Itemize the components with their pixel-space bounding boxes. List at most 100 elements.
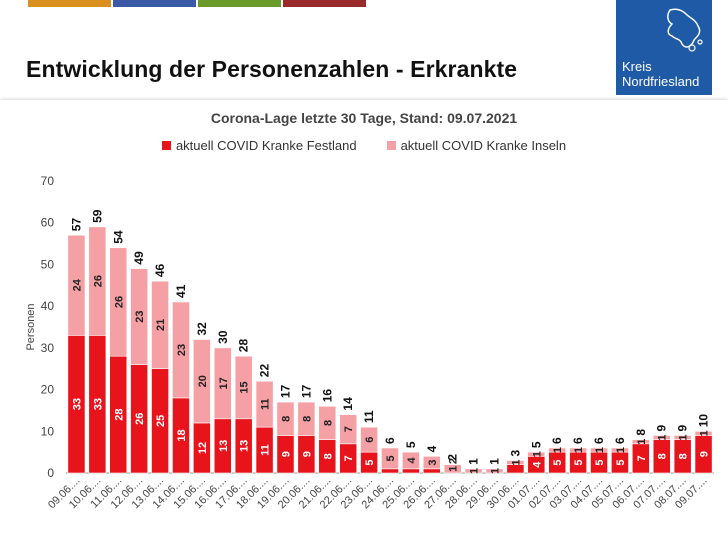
bar-segment-festland (381, 468, 399, 474)
color-bar-segment (198, 0, 281, 7)
bar-segment-inseln (548, 447, 567, 453)
bar-segment-inseln (130, 268, 149, 365)
legend-swatch-inseln (386, 141, 396, 150)
bar-segment-inseln (569, 447, 587, 453)
data-label-total: 49 (132, 251, 146, 265)
data-label-inseln: 23 (134, 310, 146, 322)
data-label-total: 28 (237, 339, 251, 353)
data-label-total: 6 (550, 437, 564, 444)
bar-segment-inseln (213, 347, 232, 420)
data-label-festland: 28 (113, 408, 125, 420)
data-label-festland: 25 (155, 415, 167, 427)
data-label-inseln: 17 (218, 377, 230, 389)
data-label-inseln: 24 (71, 278, 83, 291)
data-label-total: 1 (488, 458, 502, 465)
data-label-inseln: 11 (260, 398, 272, 410)
bar-segment-inseln (443, 464, 462, 474)
data-label-festland: 33 (71, 398, 83, 410)
data-label-inseln: 1 (490, 468, 502, 474)
data-label-inseln: 8 (280, 416, 292, 422)
data-label-total: 2 (446, 454, 460, 461)
data-label-inseln: 1 (636, 439, 648, 445)
logo-line-2: Nordfriesland (622, 74, 700, 89)
data-label-inseln: 1 (469, 468, 481, 474)
data-label-inseln: 6 (364, 437, 376, 443)
y-tick-label: 50 (41, 257, 55, 271)
y-tick-label: 20 (41, 383, 55, 397)
data-label-inseln: 20 (197, 375, 209, 387)
legend-item-festland: aktuell COVID Kranke Festland (161, 138, 357, 153)
data-label-inseln: 1 (657, 434, 669, 440)
data-label-total: 9 (676, 424, 690, 431)
data-label-total: 17 (299, 384, 313, 398)
data-label-total: 8 (634, 429, 648, 436)
data-label-total: 59 (90, 209, 104, 223)
bar-segment-inseln (234, 355, 253, 420)
page-title: Entwicklung der Personenzahlen - Erkrank… (26, 56, 518, 82)
data-label-festland: 9 (699, 451, 711, 457)
data-label-total: 41 (174, 284, 188, 298)
color-bar-segment (28, 0, 111, 7)
y-tick-label: 30 (41, 341, 55, 355)
bar-segment-inseln (151, 280, 169, 370)
data-label-festland: 5 (364, 460, 376, 466)
data-label-inseln: 8 (322, 420, 334, 426)
map-outline-icon (667, 8, 703, 52)
data-label-festland: 4 (531, 461, 543, 468)
data-label-inseln: 7 (343, 426, 355, 432)
data-label-festland: 8 (657, 453, 669, 459)
data-label-festland: 7 (343, 455, 355, 461)
data-label-festland: 5 (573, 460, 585, 466)
logo-text: Kreis Nordfriesland (622, 59, 699, 89)
data-label-inseln: 4 (406, 457, 418, 464)
data-label-inseln: 1 (699, 430, 711, 436)
bar-segment-inseln (402, 451, 420, 470)
bar-segment-inseln (67, 234, 86, 336)
data-label-inseln: 23 (176, 344, 188, 356)
bar-segment-inseln (360, 426, 378, 453)
y-tick-label: 10 (41, 424, 55, 438)
data-label-total: 1 (467, 458, 481, 465)
data-label-festland: 33 (92, 398, 104, 410)
data-label-inseln: 26 (92, 275, 104, 287)
data-label-total: 30 (216, 330, 230, 344)
data-label-small: 2 (448, 458, 460, 464)
bar-segment-inseln (88, 226, 107, 336)
data-label-total: 6 (383, 437, 397, 444)
y-tick-label: 70 (41, 174, 55, 188)
bar-segment-inseln (318, 405, 337, 440)
data-label-total: 54 (111, 230, 125, 244)
bar-segment-inseln (276, 401, 295, 436)
data-label-inseln: 1 (531, 451, 543, 457)
data-label-total: 5 (404, 441, 418, 448)
data-label-festland: 7 (636, 455, 648, 461)
bar-segment-inseln (527, 451, 546, 457)
data-label-festland: 26 (134, 413, 146, 425)
bar-segment-inseln (673, 435, 692, 440)
bar-segment-inseln (485, 468, 504, 474)
data-label-festland: 9 (301, 451, 313, 457)
data-label-inseln: 5 (385, 455, 397, 461)
data-label-total: 3 (508, 449, 522, 456)
data-label-total: 9 (655, 424, 669, 431)
legend-item-inseln: aktuell COVID Kranke Inseln (386, 138, 566, 153)
data-label-inseln: 1 (573, 447, 585, 453)
data-label-total: 17 (278, 384, 292, 398)
bar-segment-festland (422, 468, 441, 474)
data-label-total: 5 (529, 441, 543, 448)
data-label-total: 6 (613, 437, 627, 444)
y-tick-label: 0 (47, 466, 54, 480)
data-label-total: 4 (425, 445, 439, 452)
data-label-inseln: 1 (615, 447, 627, 453)
bar-segment-inseln (652, 435, 671, 440)
data-label-total: 6 (592, 437, 606, 444)
bar-segment-inseln (297, 401, 316, 436)
bar-segment-inseln (506, 460, 525, 465)
data-label-festland: 13 (239, 440, 251, 452)
bar-segment-inseln (255, 380, 274, 428)
data-label-festland: 5 (552, 460, 564, 466)
data-label-festland: 5 (594, 460, 606, 466)
data-label-festland: 11 (260, 444, 272, 456)
color-bar-segment (283, 0, 366, 7)
